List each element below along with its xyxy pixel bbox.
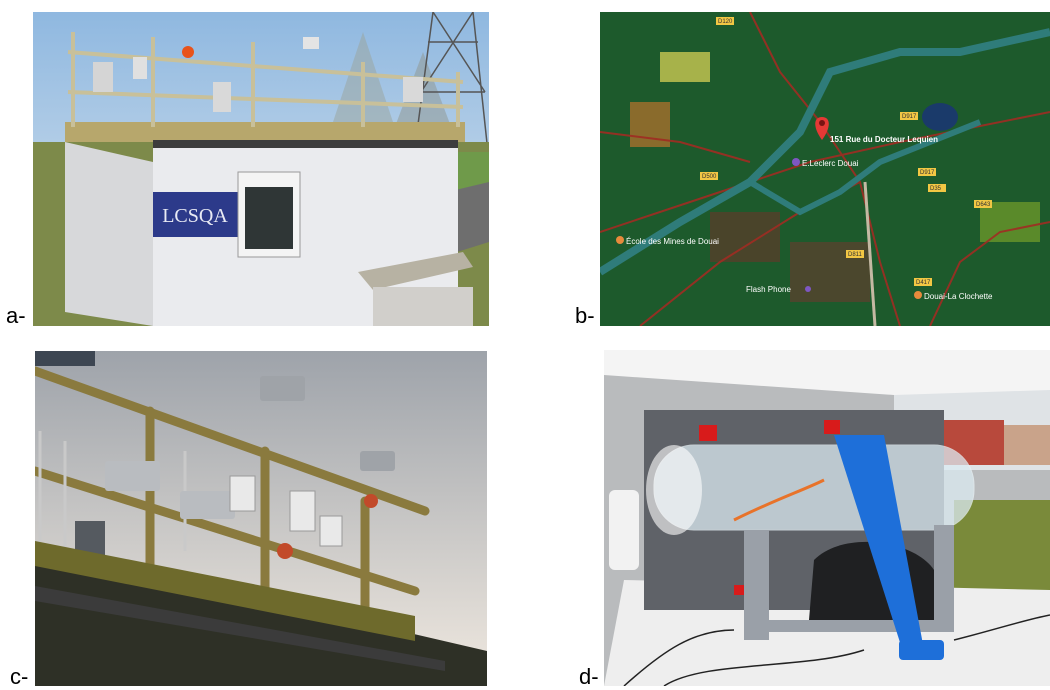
station-sign-text: LCSQA bbox=[162, 205, 228, 227]
photo-monitoring-station: LCSQA bbox=[33, 12, 489, 326]
panel-b-label: b- bbox=[575, 303, 595, 328]
photo-rooftop-sensors bbox=[35, 351, 487, 686]
road-shield: D811 bbox=[848, 252, 863, 258]
road-shield: D120 bbox=[718, 19, 733, 25]
map-marker-label: 151 Rue du Docteur Lequien bbox=[830, 135, 938, 144]
map-label-school: École des Mines de Douai bbox=[626, 237, 719, 246]
road-shield: D35 bbox=[930, 186, 942, 192]
panel-d-label: d- bbox=[579, 664, 599, 689]
map-label-store: E.Leclerc Douai bbox=[802, 159, 859, 168]
road-shield: D917 bbox=[902, 114, 917, 120]
satellite-map: 151 Rue du Docteur Lequien E.Leclerc Dou… bbox=[600, 12, 1050, 326]
map-label-shop: Flash Phone bbox=[746, 285, 791, 294]
photo-instrument-enclosure bbox=[604, 350, 1050, 686]
panel-c-label: c- bbox=[10, 664, 29, 689]
road-shield: D500 bbox=[702, 174, 717, 180]
road-shield: D917 bbox=[920, 170, 935, 176]
road-shield: D643 bbox=[976, 202, 991, 208]
map-label-area: Douai-La Clochette bbox=[924, 292, 993, 301]
panel-a-label: a- bbox=[6, 303, 26, 328]
road-shield: D417 bbox=[916, 280, 931, 286]
